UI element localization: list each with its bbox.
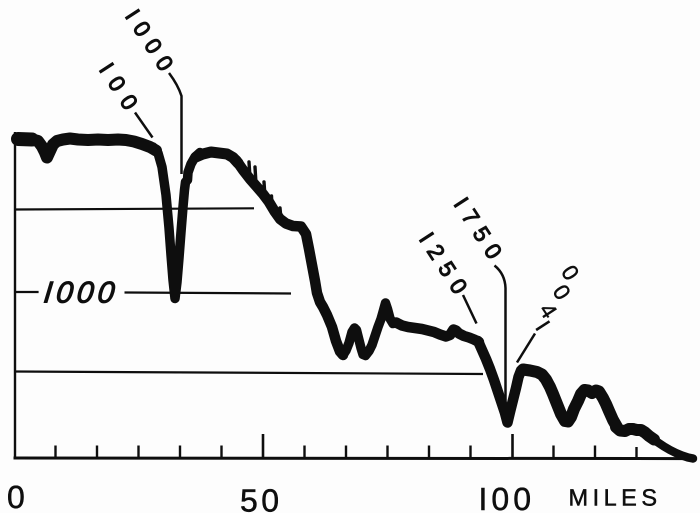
svg-text:I000: I000 [42, 277, 120, 310]
svg-text:0: 0 [7, 479, 25, 513]
svg-text:MILES: MILES [569, 485, 662, 511]
svg-text:I00: I00 [479, 481, 535, 513]
svg-text:50: 50 [240, 483, 283, 513]
